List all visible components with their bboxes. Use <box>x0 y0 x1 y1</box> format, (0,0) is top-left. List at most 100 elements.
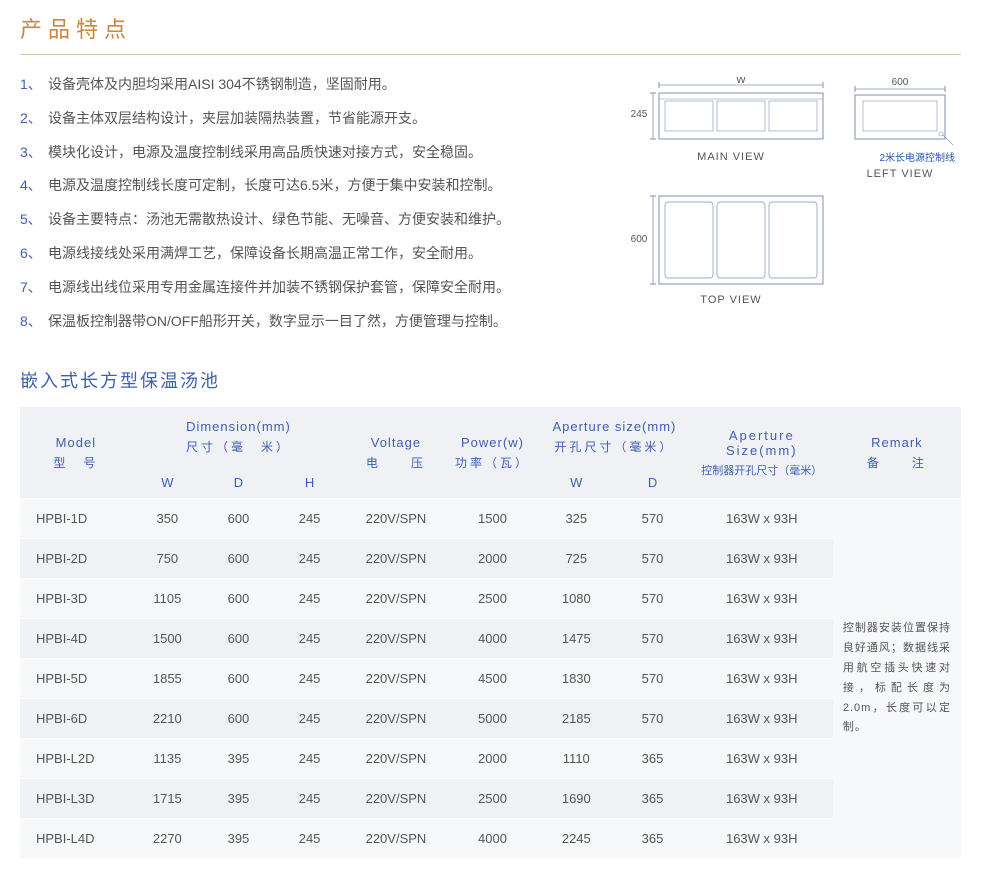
table-cell: 600 <box>203 619 274 659</box>
feature-item: 1、设备壳体及内胆均采用AISI 304不锈钢制造，坚固耐用。 <box>20 73 613 97</box>
hdr-ctrl-aperture: Aperture Size(mm) 控制器开孔尺寸（毫米） <box>691 407 833 499</box>
hdr-ap-w: W <box>538 467 614 499</box>
table-cell: 2185 <box>538 699 614 739</box>
table-cell: 4500 <box>447 659 538 699</box>
table-cell: HPBI-2D <box>20 539 132 579</box>
hdr-aperture: Aperture size(mm) 开孔尺寸（毫米） <box>538 407 690 467</box>
table-cell: 245 <box>274 539 345 579</box>
table-cell: 725 <box>538 539 614 579</box>
table-cell: 600 <box>203 539 274 579</box>
left-dim-label: 600 <box>892 77 909 88</box>
table-cell: 245 <box>274 699 345 739</box>
table-cell: 365 <box>614 739 690 779</box>
table-cell: 245 <box>274 739 345 779</box>
table-cell: HPBI-5D <box>20 659 132 699</box>
table-cell: 2270 <box>132 819 203 859</box>
table-cell: 220V/SPN <box>345 539 447 579</box>
table-cell: 395 <box>203 819 274 859</box>
table-row: HPBI-6D2210600245220V/SPN50002185570163W… <box>20 699 961 739</box>
table-cell: 163W x 93H <box>691 579 833 619</box>
spec-table: Model 型 号 Dimension(mm) 尺寸（毫 米） Voltage … <box>20 407 961 858</box>
hdr-dimension: Dimension(mm) 尺寸（毫 米） <box>132 407 345 467</box>
feature-text: 模块化设计，电源及温度控制线采用高品质快速对接方式，安全稳固。 <box>48 141 482 165</box>
table-cell: 350 <box>132 499 203 539</box>
table-cell: 163W x 93H <box>691 699 833 739</box>
table-cell: 1105 <box>132 579 203 619</box>
table-cell: 245 <box>274 499 345 539</box>
main-h-label: 245 <box>631 109 648 120</box>
table-cell: 163W x 93H <box>691 819 833 859</box>
feature-item: 5、设备主要特点：汤池无需散热设计、绿色节能、无噪音、方便安装和维护。 <box>20 208 613 232</box>
feature-text: 电源线出线位采用专用金属连接件并加装不锈钢保护套管，保障安全耐用。 <box>48 276 510 300</box>
table-cell: 245 <box>274 619 345 659</box>
feature-item: 6、电源线接线处采用满焊工艺，保障设备长期高温正常工作，安全耐用。 <box>20 242 613 266</box>
table-cell: HPBI-4D <box>20 619 132 659</box>
table-cell: 220V/SPN <box>345 699 447 739</box>
feature-item: 8、保温板控制器带ON/OFF船形开关，数字显示一目了然，方便管理与控制。 <box>20 310 613 334</box>
table-cell: 2000 <box>447 539 538 579</box>
left-view-svg: 600 <box>845 77 955 147</box>
table-cell: 1855 <box>132 659 203 699</box>
table-cell: 570 <box>614 619 690 659</box>
feature-text: 保温板控制器带ON/OFF船形开关，数字显示一目了然，方便管理与控制。 <box>48 310 507 334</box>
table-row: HPBI-3D1105600245220V/SPN25001080570163W… <box>20 579 961 619</box>
table-cell: HPBI-L4D <box>20 819 132 859</box>
feature-number: 4、 <box>20 174 48 198</box>
table-cell: 1500 <box>132 619 203 659</box>
table-cell: 1830 <box>538 659 614 699</box>
feature-number: 6、 <box>20 242 48 266</box>
main-view-block: W 245 MAIN VIEW <box>631 77 831 180</box>
table-cell: 4000 <box>447 819 538 859</box>
table-cell: 365 <box>614 779 690 819</box>
hdr-voltage: Voltage 电 压 <box>345 407 447 499</box>
table-cell: 245 <box>274 659 345 699</box>
table-cell: HPBI-3D <box>20 579 132 619</box>
main-view-label: MAIN VIEW <box>631 151 831 163</box>
table-cell: 220V/SPN <box>345 739 447 779</box>
table-cell: 1080 <box>538 579 614 619</box>
feature-item: 7、电源线出线位采用专用金属连接件并加装不锈钢保护套管，保障安全耐用。 <box>20 276 613 300</box>
table-cell: 2210 <box>132 699 203 739</box>
feature-text: 设备主体双层结构设计，夹层加装隔热装置，节省能源开支。 <box>48 107 426 131</box>
hdr-ap-d: D <box>614 467 690 499</box>
main-w-label: W <box>736 77 746 86</box>
table-cell: 1715 <box>132 779 203 819</box>
table-cell: 570 <box>614 579 690 619</box>
table-row: HPBI-5D1855600245220V/SPN45001830570163W… <box>20 659 961 699</box>
table-cell: 220V/SPN <box>345 499 447 539</box>
table-cell: 245 <box>274 819 345 859</box>
table-cell: 2500 <box>447 579 538 619</box>
top-view-block: 600 TOP VIEW <box>631 190 831 306</box>
table-cell: 163W x 93H <box>691 779 833 819</box>
feature-text: 设备主要特点：汤池无需散热设计、绿色节能、无噪音、方便安装和维护。 <box>48 208 510 232</box>
table-cell: HPBI-6D <box>20 699 132 739</box>
table-cell: 1500 <box>447 499 538 539</box>
table-cell: 1690 <box>538 779 614 819</box>
table-cell: 570 <box>614 699 690 739</box>
hdr-remark: Remark 备 注 <box>833 407 961 499</box>
table-cell: 245 <box>274 779 345 819</box>
top-row: 1、设备壳体及内胆均采用AISI 304不锈钢制造，坚固耐用。 2、设备主体双层结… <box>20 73 961 343</box>
table-cell: 2000 <box>447 739 538 779</box>
feature-item: 3、模块化设计，电源及温度控制线采用高品质快速对接方式，安全稳固。 <box>20 141 613 165</box>
feature-list: 1、设备壳体及内胆均采用AISI 304不锈钢制造，坚固耐用。 2、设备主体双层结… <box>20 73 613 343</box>
table-cell: 163W x 93H <box>691 499 833 539</box>
subtitle: 嵌入式长方型保温汤池 <box>20 367 961 393</box>
hdr-dim-d: D <box>203 467 274 499</box>
table-cell: 1135 <box>132 739 203 779</box>
table-cell: 163W x 93H <box>691 539 833 579</box>
table-cell: 325 <box>538 499 614 539</box>
cable-note: 2米长电源控制线 <box>845 149 955 164</box>
top-view-svg: 600 <box>631 190 831 290</box>
table-cell: 220V/SPN <box>345 619 447 659</box>
feature-number: 8、 <box>20 310 48 334</box>
top-view-label: TOP VIEW <box>631 294 831 306</box>
table-cell: 1110 <box>538 739 614 779</box>
table-cell: 750 <box>132 539 203 579</box>
table-cell: 395 <box>203 779 274 819</box>
feature-item: 2、设备主体双层结构设计，夹层加装隔热装置，节省能源开支。 <box>20 107 613 131</box>
table-cell: 570 <box>614 539 690 579</box>
table-body: HPBI-1D350600245220V/SPN1500325570163W x… <box>20 499 961 859</box>
table-cell: 220V/SPN <box>345 579 447 619</box>
table-row: HPBI-2D750600245220V/SPN2000725570163W x… <box>20 539 961 579</box>
